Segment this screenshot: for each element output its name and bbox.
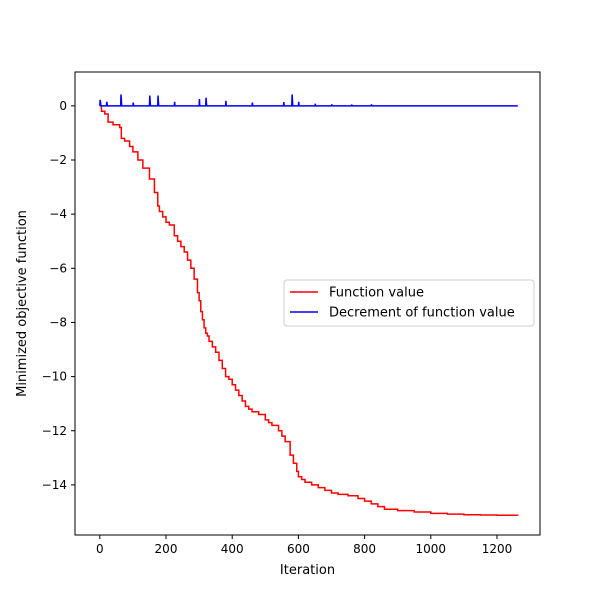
x-tick-label: 600 <box>287 542 310 556</box>
x-tick-label: 800 <box>353 542 376 556</box>
y-tick-label: −4 <box>49 207 67 221</box>
legend-box <box>283 279 535 327</box>
x-tick-label: 200 <box>155 542 178 556</box>
y-tick-label: 0 <box>59 99 67 113</box>
y-axis-label: Minimized objective function <box>15 210 30 397</box>
x-tick-label: 1200 <box>482 542 513 556</box>
legend-label-decrement: Decrement of function value <box>329 306 515 321</box>
y-tick-label: −6 <box>49 261 67 275</box>
series-line-decrement <box>99 94 518 107</box>
y-tick-label: −10 <box>42 370 67 384</box>
x-axis: 0 200 400 600 800 1000 1200 <box>96 535 512 556</box>
y-tick-label: −14 <box>42 478 67 492</box>
axes-frame <box>74 71 541 536</box>
x-tick-label: 1000 <box>416 542 447 556</box>
x-axis-label: Iteration <box>280 563 335 578</box>
x-tick-label: 400 <box>221 542 244 556</box>
y-tick-label: −2 <box>49 153 67 167</box>
y-tick-label: −8 <box>49 315 67 329</box>
plot-area <box>99 94 519 516</box>
legend: Function value Decrement of function val… <box>283 279 535 327</box>
x-tick-label: 0 <box>96 542 104 556</box>
legend-label-function-value: Function value <box>329 286 424 301</box>
y-axis: 0 −2 −4 −6 −8 −10 −12 −14 <box>42 99 75 492</box>
series-line-function-value <box>99 105 519 516</box>
y-tick-label: −12 <box>42 424 67 438</box>
